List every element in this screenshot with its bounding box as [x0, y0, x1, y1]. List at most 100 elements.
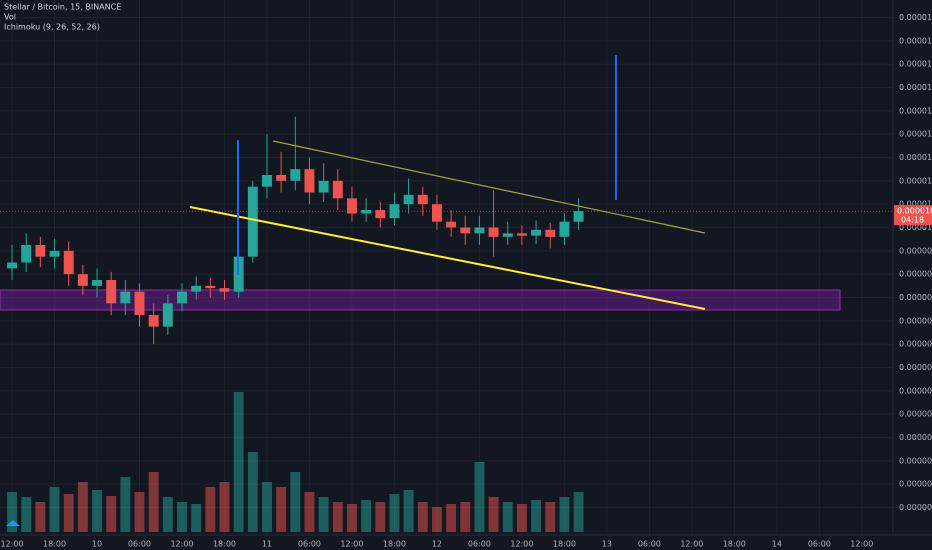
y-tick-label: 0.00000800 [899, 456, 932, 465]
volume-bar [92, 490, 102, 532]
volume-bar [148, 472, 159, 532]
volume-bar [531, 500, 542, 532]
volume-bar [474, 462, 485, 532]
volume-bar [502, 502, 513, 532]
candle-body [361, 210, 372, 214]
y-tick-label: 0.00000880 [899, 363, 932, 372]
indicator-label: Ichimoku (9, 26, 52, 26) [4, 23, 100, 32]
x-tick-label: 18:00 [383, 540, 406, 549]
trendline [272, 140, 706, 234]
volume-bar [375, 502, 386, 532]
candle-body [516, 233, 527, 236]
candle-body [162, 303, 173, 327]
y-tick-label: 0.00000760 [899, 503, 932, 512]
candle-body [21, 245, 32, 263]
volume-bar [573, 492, 584, 532]
candles [7, 116, 584, 345]
candle-body [318, 180, 329, 193]
volume-bar [106, 496, 117, 532]
volume-bar [120, 477, 131, 532]
candle-body [92, 280, 102, 286]
y-tick-label: 0.00001080 [899, 130, 932, 139]
y-tick-label: 0.00000820 [899, 433, 932, 442]
candle-body [7, 262, 17, 269]
candle-body [474, 227, 485, 234]
x-tick-label: 14 [772, 540, 782, 549]
y-tick-label: 0.00001040 [899, 176, 932, 185]
volume-bar [545, 502, 556, 532]
candle-body [205, 285, 216, 289]
x-tick-label: 12:00 [1, 540, 24, 549]
volume-bar [516, 504, 527, 532]
volume-bar [361, 500, 372, 532]
x-tick-label: 06:00 [808, 540, 831, 549]
x-tick-label: 06:00 [638, 540, 661, 549]
candle-body [191, 285, 202, 292]
volume-bar [559, 497, 570, 532]
volume-bar [247, 452, 258, 532]
volume-bar [304, 492, 315, 532]
y-tick-label: 0.00000900 [899, 340, 932, 349]
last-price-box [894, 205, 932, 226]
y-tick-label: 0.00001060 [899, 153, 932, 162]
chart-title: Stellar / Bitcoin, 15, BINANCE [4, 3, 121, 12]
candle-body [49, 250, 60, 257]
volume-bar [21, 497, 32, 532]
volume-bar [205, 487, 216, 532]
candle-body [460, 227, 471, 234]
candle-body [389, 204, 400, 219]
y-tick-label: 0.00001140 [899, 60, 932, 69]
trendline [189, 206, 706, 310]
volume-bar [389, 494, 400, 532]
x-tick-label: 06:00 [298, 540, 321, 549]
y-tick-label: 0.00001160 [899, 36, 932, 45]
candle-body [545, 229, 556, 237]
x-tick-label: 12:00 [850, 540, 873, 549]
candle-body [247, 186, 258, 257]
volume-bar [191, 504, 202, 532]
volume-bar [403, 490, 414, 532]
y-tick-label: 0.00000840 [899, 410, 932, 419]
indicator-label: Vol [4, 13, 16, 22]
y-tick-label: 0.00001180 [899, 13, 932, 22]
volume-bar [460, 502, 471, 532]
candle-body [375, 210, 386, 219]
volume-bar [347, 504, 357, 532]
x-tick-label: 10 [92, 540, 102, 549]
volume-bar [233, 392, 244, 532]
x-tick-label: 18:00 [723, 540, 746, 549]
candle-body [106, 280, 117, 304]
volume-pane [7, 392, 584, 532]
volume-bar [7, 492, 17, 532]
volume-bar [276, 487, 287, 532]
volume-bar [177, 502, 187, 532]
last-price-label: 0.00001014 [897, 207, 932, 216]
candle-body [446, 221, 457, 228]
x-tick-label: 18:00 [213, 540, 236, 549]
x-tick-label: 12:00 [170, 540, 193, 549]
candle-body [290, 169, 301, 181]
y-tick-label: 0.00000960 [899, 270, 932, 279]
volume-bar [77, 482, 88, 532]
candle-body [35, 245, 46, 257]
x-tick-label: 12 [432, 540, 442, 549]
candle-body [77, 274, 88, 286]
y-tick-label: 0.00000980 [899, 246, 932, 255]
volume-bar [134, 492, 145, 532]
y-tick-label: 0.00000920 [899, 316, 932, 325]
y-tick-label: 0.00001000 [899, 223, 932, 232]
volume-bar [446, 504, 457, 532]
volume-bar [49, 487, 60, 532]
candle-body [573, 211, 584, 222]
x-tick-label: 18:00 [43, 540, 66, 549]
volume-bar [262, 482, 272, 532]
x-tick-label: 13 [602, 540, 612, 549]
candle-body [120, 291, 131, 304]
y-tick-label: 0.00001020 [899, 200, 932, 209]
candle-body [276, 175, 287, 181]
candle-body [431, 204, 442, 222]
candle-body [134, 291, 145, 315]
candle-body [219, 288, 230, 292]
candle-body [262, 175, 272, 187]
candle-body [488, 227, 499, 237]
